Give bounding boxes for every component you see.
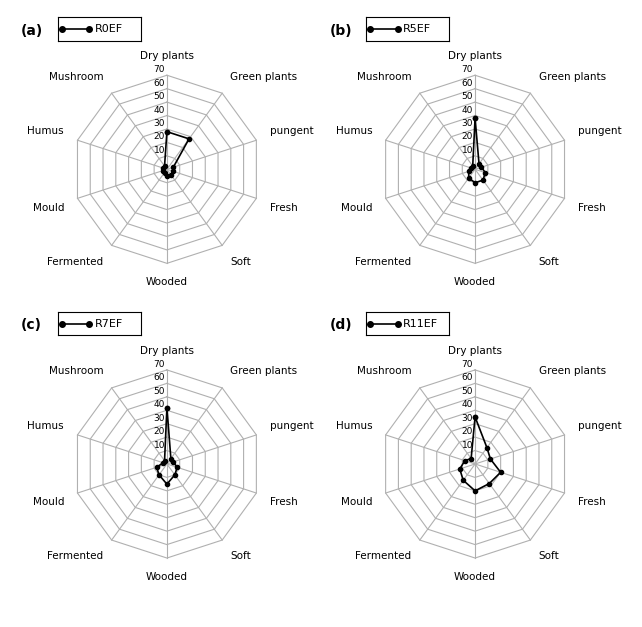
Text: Dry plants: Dry plants [140, 51, 194, 61]
Text: 10: 10 [153, 146, 165, 155]
Text: Green plants: Green plants [539, 71, 606, 82]
Text: Dry plants: Dry plants [140, 346, 194, 356]
Text: Mushroom: Mushroom [49, 71, 103, 82]
Text: Wooded: Wooded [454, 572, 496, 582]
Text: 20: 20 [462, 132, 473, 142]
Text: Humus: Humus [28, 126, 64, 136]
Text: (d): (d) [329, 318, 352, 332]
Text: pungent: pungent [578, 126, 621, 136]
Text: R7EF: R7EF [94, 319, 123, 329]
Text: R5EF: R5EF [403, 24, 431, 34]
Text: R11EF: R11EF [403, 319, 438, 329]
Text: Dry plants: Dry plants [448, 51, 502, 61]
Text: 70: 70 [462, 360, 473, 369]
Text: pungent: pungent [270, 421, 313, 431]
Text: Humus: Humus [336, 126, 372, 136]
Text: 70: 70 [153, 360, 165, 369]
Text: Green plants: Green plants [230, 366, 298, 376]
Text: 60: 60 [153, 79, 165, 88]
Text: 20: 20 [153, 132, 165, 142]
Text: 20: 20 [153, 427, 165, 436]
Text: Fresh: Fresh [270, 203, 297, 213]
Text: 50: 50 [462, 92, 473, 101]
Text: Fermented: Fermented [356, 552, 412, 562]
Text: pungent: pungent [270, 126, 313, 136]
Text: 70: 70 [462, 65, 473, 74]
Text: 30: 30 [462, 119, 473, 128]
Text: Mushroom: Mushroom [357, 366, 412, 376]
Text: Soft: Soft [230, 257, 251, 267]
Text: 10: 10 [153, 441, 165, 450]
Text: Humus: Humus [336, 421, 372, 431]
Text: 10: 10 [462, 441, 473, 450]
Text: 30: 30 [462, 414, 473, 423]
Text: Soft: Soft [539, 552, 559, 562]
Text: Mould: Mould [33, 203, 64, 213]
Text: 50: 50 [153, 387, 165, 396]
Text: 30: 30 [153, 414, 165, 423]
Text: Mould: Mould [341, 203, 372, 213]
Text: Fermented: Fermented [48, 552, 103, 562]
Text: Wooded: Wooded [146, 277, 188, 287]
Text: Dry plants: Dry plants [448, 346, 502, 356]
Text: 40: 40 [153, 400, 165, 409]
Text: Soft: Soft [230, 552, 251, 562]
Text: Wooded: Wooded [454, 277, 496, 287]
Text: 60: 60 [462, 79, 473, 88]
Text: 20: 20 [462, 427, 473, 436]
Text: Fermented: Fermented [356, 257, 412, 267]
Text: Fresh: Fresh [578, 203, 605, 213]
Text: Fermented: Fermented [48, 257, 103, 267]
Text: 60: 60 [462, 374, 473, 382]
Text: 50: 50 [153, 92, 165, 101]
Text: R0EF: R0EF [94, 24, 123, 34]
Text: Fresh: Fresh [270, 497, 297, 507]
Text: Mushroom: Mushroom [49, 366, 103, 376]
Text: Wooded: Wooded [146, 572, 188, 582]
Text: 40: 40 [462, 400, 473, 409]
Text: 40: 40 [462, 105, 473, 115]
Text: Green plants: Green plants [539, 366, 606, 376]
Text: 10: 10 [462, 146, 473, 155]
Text: (b): (b) [329, 23, 352, 38]
Text: Fresh: Fresh [578, 497, 605, 507]
Text: 50: 50 [462, 387, 473, 396]
Text: Soft: Soft [539, 257, 559, 267]
Text: 60: 60 [153, 374, 165, 382]
Text: (c): (c) [21, 318, 42, 332]
Text: pungent: pungent [578, 421, 621, 431]
Text: 30: 30 [153, 119, 165, 128]
Text: 70: 70 [153, 65, 165, 74]
Text: Mushroom: Mushroom [357, 71, 412, 82]
Text: Humus: Humus [28, 421, 64, 431]
Text: Mould: Mould [33, 497, 64, 507]
Text: 40: 40 [153, 105, 165, 115]
Text: Green plants: Green plants [230, 71, 298, 82]
Text: Mould: Mould [341, 497, 372, 507]
Text: (a): (a) [21, 23, 44, 38]
